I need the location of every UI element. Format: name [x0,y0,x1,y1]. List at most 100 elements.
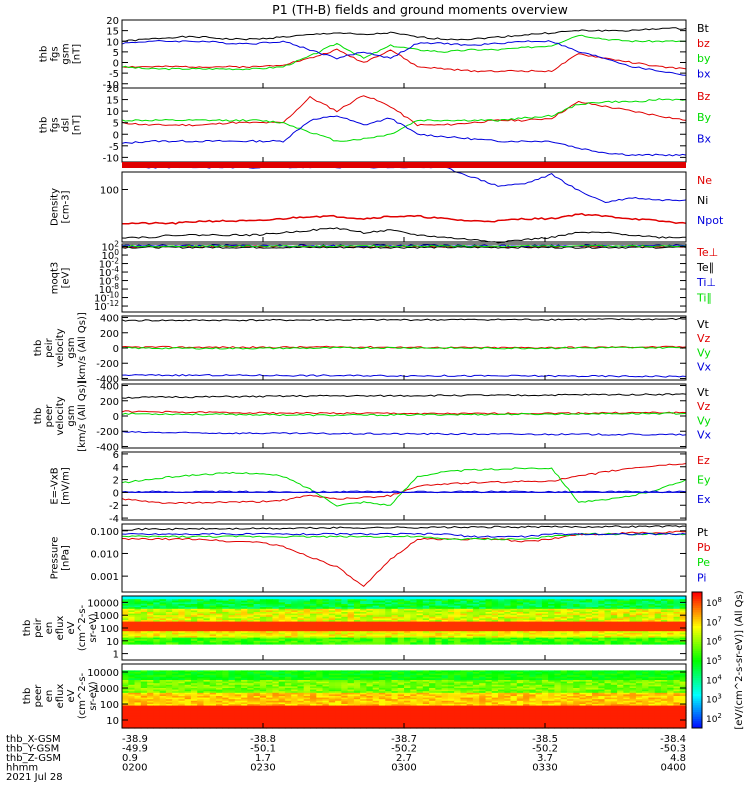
spectrogram-cell [422,640,430,643]
spectrogram-cell [441,618,449,621]
spectrogram-cell [228,615,236,618]
spectrogram-cell [610,696,618,699]
spectrogram-cell [585,681,593,684]
spectrogram-cell [291,700,299,703]
spectrogram-cell [234,692,242,695]
spectrogram-cell [284,691,292,694]
spectrogram-cell [541,626,549,629]
spectrogram-cell [498,675,505,678]
spectrogram-cell [617,600,624,603]
spectrogram-cell [447,604,455,607]
spectrogram-cell [247,699,255,702]
spectrogram-cell [228,620,236,623]
spectrogram-cell [629,629,637,632]
spectrogram-cell [366,670,374,673]
spectrogram-cell [673,628,681,631]
spectrogram-cell [510,607,518,610]
spectrogram-cell [566,612,574,615]
spectrogram-cell [353,632,361,635]
spectrogram-cell [253,675,261,678]
spectrogram-cell [378,615,386,618]
spectrogram-cell [498,618,505,621]
spectrogram-cell [429,629,436,632]
spectrogram-cell [153,613,161,616]
spectrogram-cell [629,602,637,605]
spectrogram-cell [391,613,399,616]
legend-Vt: Vt [697,318,710,331]
spectrogram-cell [272,624,280,627]
spectrogram-cell [216,621,223,624]
spectrogram-cell [573,683,581,686]
spectrogram-cell [466,691,474,694]
spectrogram-cell [629,640,637,643]
spectrogram-cell [541,702,549,705]
spectrogram-cell [598,673,606,676]
spectrogram-cell [372,705,380,708]
spectrogram-cell [385,634,393,637]
spectrogram-cell [184,691,192,694]
spectrogram-cell [360,678,367,681]
spectrogram-cell [297,705,305,708]
spectrogram-cell [247,702,255,705]
spectrogram-cell [560,624,568,627]
spectrogram-cell [541,678,549,681]
spectrogram-cell [410,691,418,694]
spectrogram-cell [554,610,562,613]
spectrogram-cell [485,631,493,634]
spectrogram-cell [322,684,330,687]
spectrogram-cell [535,683,543,686]
spectrogram-cell [410,639,418,642]
spectrogram-cell [523,686,530,689]
spectrogram-cell [504,631,512,634]
spectrogram-cell [479,621,487,624]
spectrogram-cell [322,637,330,640]
spectrogram-cell [241,672,248,675]
spectrogram-cell [429,699,436,702]
spectrogram-cell [504,683,512,686]
spectrogram-cell [178,618,186,621]
spectrogram-cell [360,696,367,699]
spectrogram-cell [510,697,518,700]
spectrogram-cell [598,618,606,621]
spectrogram-cell [422,697,430,700]
spectrogram-cell [247,634,255,637]
spectrogram-cell [604,602,612,605]
spectrogram-cell [128,688,136,691]
spectrogram-cell [466,634,474,637]
spectrogram-cell [335,600,342,603]
spectrogram-cell [291,692,299,695]
spectrogram-cell [128,616,136,619]
spectrogram-cell [648,639,656,642]
spectrogram-cell [566,670,574,673]
spectrogram-cell [629,696,637,699]
spectrogram-cell [679,623,687,626]
spectrogram-cell [654,699,662,702]
spectrogram-cell [466,704,474,707]
spectrogram-cell [222,628,230,631]
spectrogram-cell [316,624,324,627]
spectrogram-cell [416,632,424,635]
spectrogram-cell [259,692,267,695]
spectrogram-cell [510,628,518,631]
spectrogram-cell [422,702,430,705]
spectrogram-cell [498,694,505,697]
spectrogram-cell [222,618,230,621]
spectrogram-cell [485,602,493,605]
spectrogram-cell [592,602,599,605]
spectrogram-cell [259,702,267,705]
spectrogram-cell [391,605,399,608]
spectrogram-cell [209,613,217,616]
series-Vt-line [121,393,687,399]
spectrogram-cell [560,607,568,610]
spectrogram-cell [134,699,142,702]
spectrogram-cell [535,621,543,624]
spectrogram-cell [153,624,161,627]
spectrogram-cell [642,680,649,683]
spectrogram-cell [335,681,342,684]
spectrogram-cell [378,696,386,699]
spectrogram-cell [523,696,530,699]
spectrogram-cell [554,684,562,687]
spectrogram-cell [234,612,242,615]
spectrogram-cell [466,608,474,611]
spectrogram-cell [397,681,405,684]
